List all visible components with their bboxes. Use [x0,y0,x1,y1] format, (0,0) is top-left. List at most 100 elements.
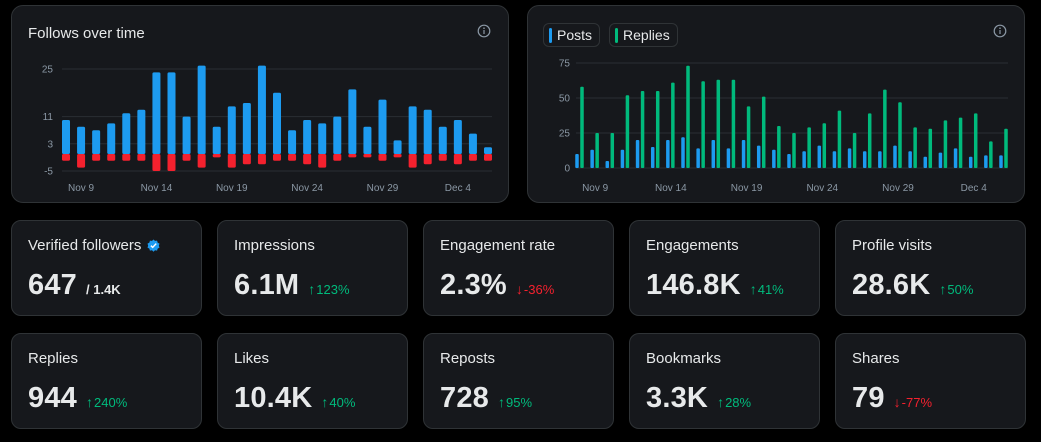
card-likes[interactable]: Likes 10.4K ↑ 40% [217,333,408,429]
posts-replies-bar-chart[interactable]: 75 50 25 0 Nov 9 Nov 14 Nov 19 Nov 24 Nov 29 Dec … [528,6,1026,204]
follows-chart-title: Follows over time [28,25,145,42]
card-total: / 1.4K [86,282,121,297]
unfollows-bar [212,154,221,158]
card-engagement-rate[interactable]: Engagement rate 2.3% ↓ -36% [423,220,614,316]
replies-bar [761,96,766,168]
unfollows-bar [273,154,281,161]
posts-bar [968,156,973,168]
card-change: ↑ 95% [498,394,533,410]
follows-bar [273,92,281,154]
card-label: Engagements [646,237,739,254]
arrow-up-icon: ↑ [939,281,947,297]
follows-bar [484,147,492,154]
card-value: 6.1M [234,269,300,301]
arrow-up-icon: ↑ [308,281,316,297]
y-tick-label: 3 [47,139,53,150]
follows-bar [378,99,387,154]
unfollows-bar [182,154,191,161]
unfollows-bar [348,154,357,158]
replies-bar [610,133,615,168]
posts-bar [847,148,852,168]
replies-bar [913,127,917,168]
follows-bar [468,133,477,154]
card-label: Reposts [440,350,496,367]
replies-bar [822,123,827,168]
follows-bar [348,89,357,154]
posts-replies-chart-panel: Posts Replies 75 50 25 0 Nov 9 Nov 14 Nov 19 No… [527,5,1025,203]
replies-bar [989,141,993,168]
card-reposts[interactable]: Reposts 728 ↑ 95% [423,333,614,429]
card-value: 28.6K [852,269,931,301]
card-label: Bookmarks [646,350,722,367]
unfollows-bar [484,154,492,161]
unfollows-bar [122,154,131,161]
posts-bar [726,148,731,168]
x-tick-label: Nov 9 [68,183,95,194]
legend-replies[interactable]: Replies [609,23,678,47]
card-bookmarks[interactable]: Bookmarks 3.3K ↑ 28% [629,333,820,429]
follows-bar [423,109,432,154]
posts-bar [893,145,897,168]
posts-bar [635,140,640,168]
info-icon[interactable] [993,24,1007,38]
posts-bar [772,149,776,168]
info-icon[interactable] [477,24,491,38]
card-verified-followers[interactable]: Verified followers 647 / 1.4K [11,220,202,316]
posts-bar [605,161,610,168]
follows-bar [408,106,417,154]
replies-bar [867,113,872,168]
unfollows-bar [333,154,342,161]
follows-bar [303,120,312,154]
card-change: ↑ 123% [308,281,350,297]
card-replies[interactable]: Replies 944 ↑ 240% [11,333,202,429]
posts-bar [984,155,988,168]
x-tick-label: Nov 19 [216,183,248,194]
x-tick-label: Dec 4 [961,183,988,194]
unfollows-bar [393,154,402,158]
unfollows-bar [423,154,432,165]
card-engagements[interactable]: Engagements 146.8K ↑ 41% [629,220,820,316]
legend-posts-label: Posts [557,27,593,43]
card-impressions[interactable]: Impressions 6.1M ↑ 123% [217,220,408,316]
follows-bar [453,120,462,154]
posts-bar [787,154,791,168]
posts-bar [711,140,716,168]
legend-posts-swatch [549,27,552,43]
replies-bar [580,86,584,168]
replies-bar [716,79,721,168]
follows-bar [122,113,131,154]
follows-bar [137,109,146,154]
follows-bar [242,103,251,154]
follows-bar [363,126,372,154]
follows-bar [227,106,236,154]
posts-bar [802,151,806,168]
card-label: Impressions [234,237,315,254]
posts-bar [908,151,912,168]
posts-bar [741,140,746,168]
follows-bar [438,126,447,154]
legend-posts[interactable]: Posts [543,23,601,47]
card-label: Engagement rate [440,237,556,254]
card-change: ↓ -36% [515,281,555,297]
follows-bar [318,123,327,154]
unfollows-bar [318,154,327,168]
x-tick-label: Nov 9 [582,183,609,194]
replies-bar [655,91,660,168]
replies-bar [973,113,978,168]
posts-bar [953,148,958,168]
unfollows-bar [62,154,70,161]
follows-bar-chart[interactable]: 25 11 3 -5 Nov 9 Nov 14 Nov 19 Nov 24 Nov 29 Dec … [12,6,510,204]
arrow-up-icon: ↑ [749,281,757,297]
replies-bar [958,117,963,168]
card-change: ↑ 40% [321,394,356,410]
y-tick-label: 11 [43,112,54,123]
unfollows-bar [92,154,101,161]
replies-bar [640,91,645,168]
card-value: 10.4K [234,382,313,414]
card-profile-visits[interactable]: Profile visits 28.6K ↑ 50% [835,220,1026,316]
follows-bar [152,72,161,154]
card-shares[interactable]: Shares 79 ↓ -77% [835,333,1026,429]
x-tick-label: Nov 24 [806,183,838,194]
card-label: Replies [28,350,79,367]
unfollows-bar [107,154,116,161]
